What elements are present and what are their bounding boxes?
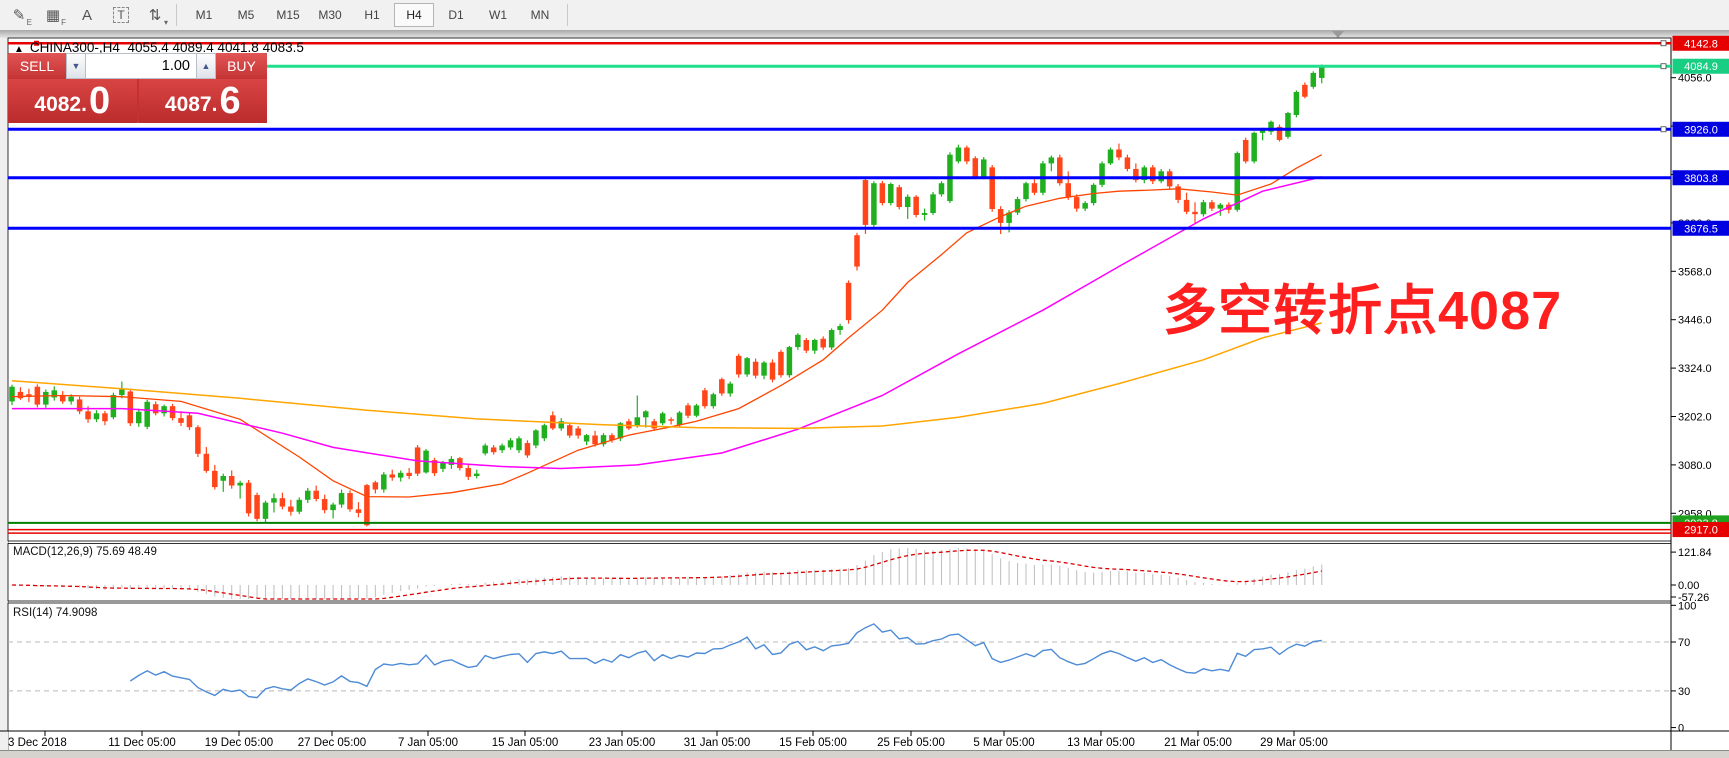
chart-annotation-text[interactable]: 多空转折点4087 bbox=[1163, 281, 1563, 341]
svg-text:11 Dec 05:00: 11 Dec 05:00 bbox=[108, 737, 176, 749]
ma-fast bbox=[11, 154, 1323, 498]
macd-indicator-label: MACD(12,26,9) 75.69 48.49 bbox=[13, 546, 157, 558]
timeframe-button-w1[interactable]: W1 bbox=[489, 8, 507, 22]
ma-mid bbox=[12, 176, 1322, 470]
time-axis: 3 Dec 2018 11 Dec 05:00 19 Dec 05:00 27 Dec… bbox=[0, 730, 1729, 749]
timeframe-button-m5[interactable]: M5 bbox=[237, 8, 255, 22]
chart-shift-marker-icon bbox=[1332, 31, 1344, 38]
svg-text:21 Mar 05:00: 21 Mar 05:00 bbox=[1164, 737, 1232, 749]
pane-borders bbox=[7, 37, 1729, 750]
svg-text:23 Jan 05:00: 23 Jan 05:00 bbox=[589, 737, 656, 749]
macd-pane: 121.84 0.00-57.26 bbox=[11, 547, 1712, 604]
draw-channel-tool-icon[interactable]: ✎ E bbox=[12, 7, 32, 27]
arrows-tool-icon[interactable]: ⇅ ▾ bbox=[148, 7, 168, 27]
sell-button[interactable]: SELL bbox=[8, 53, 66, 79]
ma-slow bbox=[11, 322, 1322, 430]
svg-text:3080.0: 3080.0 bbox=[1678, 460, 1712, 472]
line-handle bbox=[1660, 63, 1667, 70]
timeframe-button-m30[interactable]: M30 bbox=[318, 8, 342, 22]
svg-text:4056.0: 4056.0 bbox=[1678, 73, 1712, 85]
svg-text:3926.0: 3926.0 bbox=[1684, 124, 1718, 136]
one-click-trade-panel: SELL ▼ ▲ BUY 4082.0 4087.6 bbox=[8, 53, 267, 123]
svg-text:5 Mar 05:00: 5 Mar 05:00 bbox=[973, 737, 1034, 749]
volume-decrease-button[interactable]: ▼ bbox=[66, 53, 86, 79]
line-handle bbox=[1660, 126, 1667, 133]
line-handle bbox=[34, 40, 39, 46]
line-handle bbox=[1660, 40, 1667, 47]
svg-text:3 Dec 2018: 3 Dec 2018 bbox=[8, 737, 67, 749]
svg-text:3803.8: 3803.8 bbox=[1684, 173, 1718, 185]
svg-text:31 Jan 05:00: 31 Jan 05:00 bbox=[684, 737, 751, 749]
svg-text:3676.5: 3676.5 bbox=[1684, 223, 1718, 235]
svg-text:27 Dec 05:00: 27 Dec 05:00 bbox=[298, 737, 366, 749]
svg-text:-57.26: -57.26 bbox=[1678, 592, 1709, 604]
timeframe-button-m1[interactable]: M1 bbox=[195, 8, 213, 22]
grid-tool-icon[interactable]: ▦ F bbox=[45, 7, 66, 27]
svg-text:0.00: 0.00 bbox=[1678, 580, 1699, 592]
svg-text:3568.0: 3568.0 bbox=[1678, 266, 1712, 278]
svg-text:3202.0: 3202.0 bbox=[1678, 412, 1712, 424]
toolbar-separator bbox=[567, 4, 568, 26]
volume-increase-button[interactable]: ▲ bbox=[196, 53, 216, 79]
svg-text:4084.9: 4084.9 bbox=[1684, 61, 1718, 73]
buy-price[interactable]: 4087. 6 bbox=[138, 79, 267, 123]
svg-text:15 Jan 05:00: 15 Jan 05:00 bbox=[492, 737, 559, 749]
svg-text:25 Feb 05:00: 25 Feb 05:00 bbox=[877, 737, 945, 749]
price-badge bbox=[1672, 35, 1729, 51]
moving-averages bbox=[11, 154, 1323, 498]
svg-text:30: 30 bbox=[1678, 686, 1690, 698]
price-badge bbox=[1672, 58, 1729, 74]
svg-text:19 Dec 05:00: 19 Dec 05:00 bbox=[205, 737, 273, 749]
svg-text:4142.8: 4142.8 bbox=[1684, 38, 1718, 50]
macd-signal-line bbox=[11, 549, 1322, 600]
svg-text:70: 70 bbox=[1678, 637, 1690, 649]
timeframe-button-h1[interactable]: H1 bbox=[364, 8, 380, 22]
toolbar-separator bbox=[176, 4, 177, 26]
svg-text:3324.0: 3324.0 bbox=[1678, 363, 1712, 375]
svg-text:29 Mar 05:00: 29 Mar 05:00 bbox=[1260, 737, 1328, 749]
sell-price[interactable]: 4082. 0 bbox=[8, 79, 137, 123]
svg-text:15 Feb 05:00: 15 Feb 05:00 bbox=[779, 737, 847, 749]
rsi-pane: 100 70 30 0 bbox=[8, 600, 1696, 735]
timeframe-button-h4[interactable]: H4 bbox=[394, 3, 434, 27]
price-badge bbox=[1672, 522, 1729, 538]
price-axis: 4056.03934.03812.03690.03568.03446.03324… bbox=[1671, 35, 1729, 538]
chart-ohlc-title: ▲ CHINA300-,H4 4055.4 4089.4 4041.8 4083.… bbox=[14, 40, 304, 55]
window-top-edge bbox=[0, 30, 1729, 38]
svg-text:3446.0: 3446.0 bbox=[1678, 315, 1712, 327]
svg-text:2917.0: 2917.0 bbox=[1684, 525, 1718, 537]
buy-button[interactable]: BUY bbox=[216, 53, 267, 79]
text-label-tool-icon[interactable]: T bbox=[106, 3, 136, 27]
svg-text:100: 100 bbox=[1678, 600, 1696, 612]
svg-text:121.84: 121.84 bbox=[1678, 547, 1712, 559]
collapse-triangle-icon: ▲ bbox=[14, 44, 24, 55]
timeframe-button-mn[interactable]: MN bbox=[530, 8, 550, 22]
volume-input[interactable] bbox=[86, 53, 196, 79]
text-tool-icon[interactable]: A bbox=[81, 6, 92, 24]
price-badge bbox=[1672, 220, 1729, 236]
toolbar: ✎ E ▦ F A T ⇅ ▾ M1 M5 M15 M30 H1 H4 D1 W1 MN bbox=[0, 0, 1729, 31]
horizontal-lines[interactable] bbox=[8, 40, 1671, 534]
price-badge bbox=[1672, 121, 1729, 137]
rsi-indicator-label: RSI(14) 74.9098 bbox=[13, 607, 98, 619]
svg-text:13 Mar 05:00: 13 Mar 05:00 bbox=[1067, 737, 1135, 749]
timeframe-button-m15[interactable]: M15 bbox=[276, 8, 300, 22]
window-bottom-edge bbox=[0, 750, 1729, 758]
rsi-line bbox=[129, 623, 1322, 699]
svg-text:7 Jan 05:00: 7 Jan 05:00 bbox=[398, 737, 458, 749]
svg-text:0: 0 bbox=[1678, 723, 1684, 735]
price-badge bbox=[1672, 170, 1729, 186]
timeframe-button-d1[interactable]: D1 bbox=[448, 8, 464, 22]
